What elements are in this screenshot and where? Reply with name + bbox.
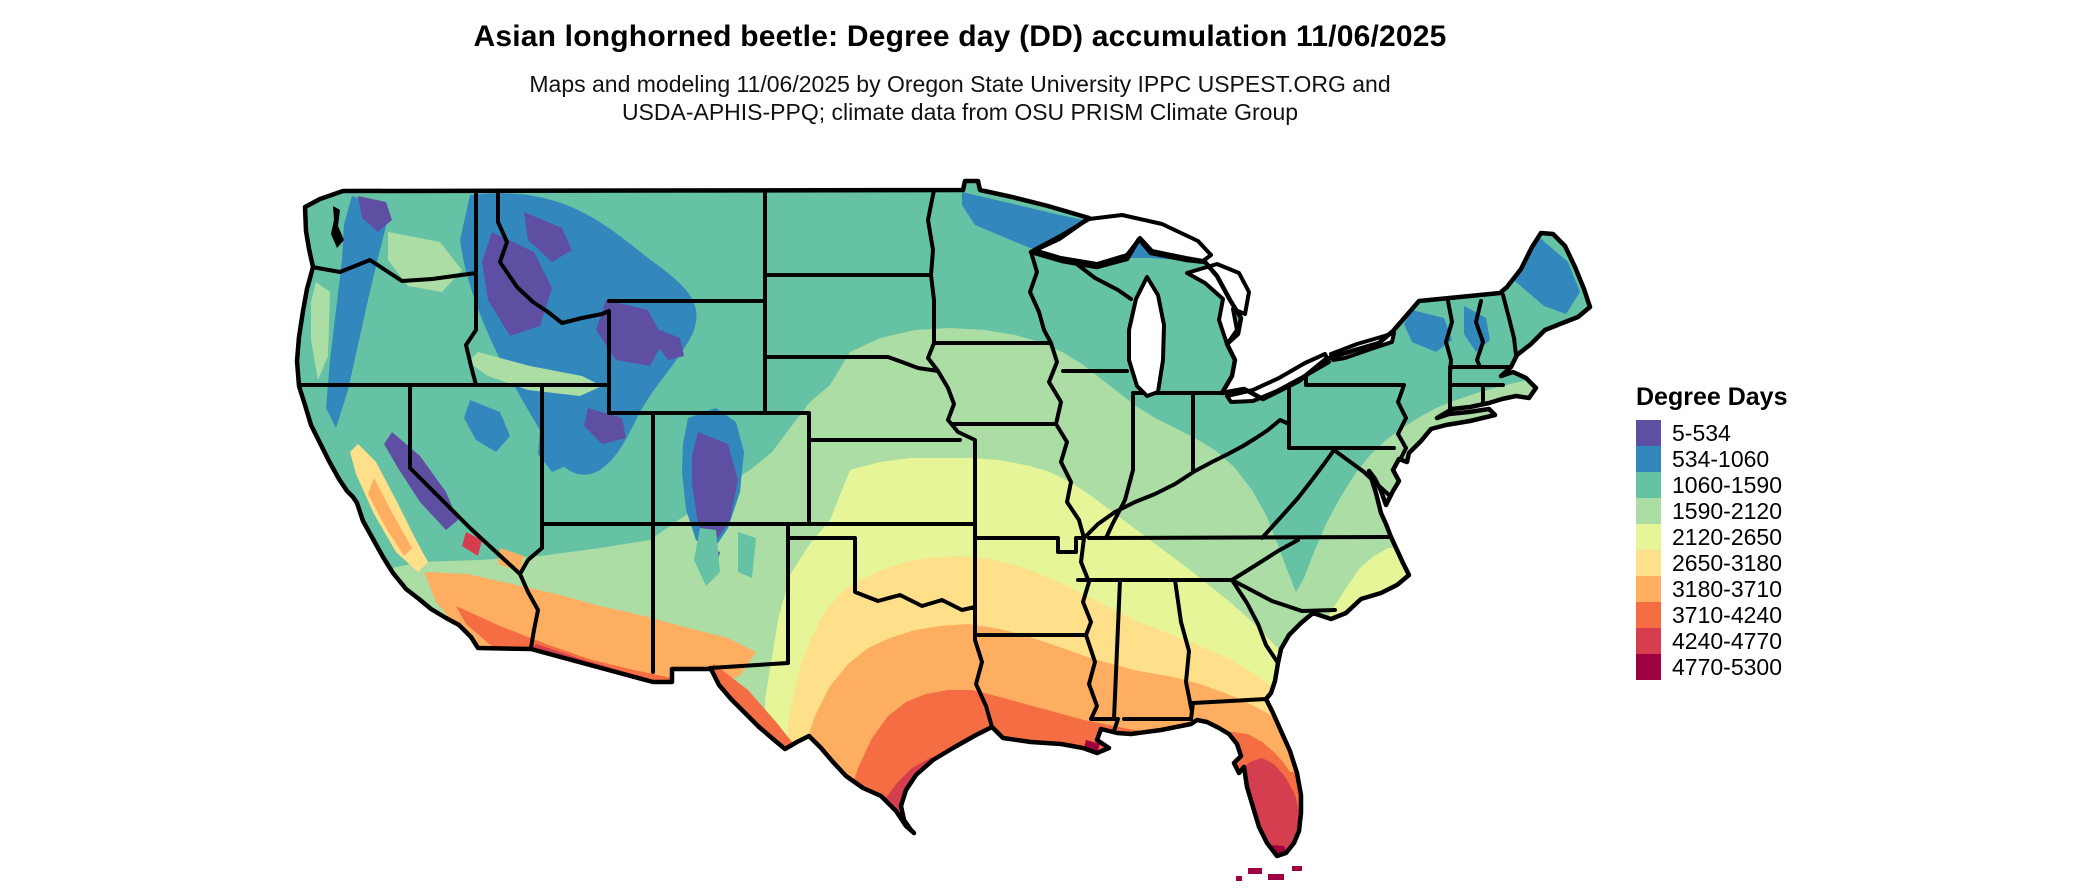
legend-label: 2120-2650 (1672, 523, 1782, 550)
legend-entry: 3710-4240 (1636, 602, 1896, 628)
legend-entry: 2650-3180 (1636, 550, 1896, 576)
legend: Degree Days 5-534 534-1060 1060-1590 1590-2… (1636, 383, 1896, 680)
lake-erie (1225, 352, 1331, 404)
lake-huron (1185, 262, 1251, 346)
legend-entries: 5-534 534-1060 1060-1590 1590-2120 2120-2650… (1636, 420, 1896, 680)
legend-swatch (1636, 472, 1661, 498)
legend-label: 4770-5300 (1672, 653, 1782, 680)
legend-swatch (1636, 498, 1661, 524)
legend-label: 3710-4240 (1672, 601, 1782, 628)
legend-swatch (1636, 628, 1661, 654)
legend-entry: 534-1060 (1636, 446, 1896, 472)
subtitle-line-1: Maps and modeling 11/06/2025 by Oregon S… (529, 71, 1391, 97)
legend-swatch (1636, 602, 1661, 628)
legend-label: 5-534 (1672, 419, 1731, 446)
legend-swatch (1636, 576, 1661, 602)
legend-swatch (1636, 524, 1661, 550)
legend-label: 3180-3710 (1672, 575, 1782, 602)
map-title: Asian longhorned beetle: Degree day (DD)… (473, 20, 1447, 53)
map-subtitle: Maps and modeling 11/06/2025 by Oregon S… (0, 70, 1920, 126)
legend-swatch (1636, 420, 1661, 446)
legend-entry: 1590-2120 (1636, 498, 1896, 524)
page-title: Asian longhorned beetle: Degree day (DD)… (0, 20, 1920, 54)
lake-michigan (1127, 275, 1166, 398)
legend-entry: 4240-4770 (1636, 628, 1896, 654)
legend-label: 4240-4770 (1672, 627, 1782, 654)
subtitle-line-2: USDA-APHIS-PPQ; climate data from OSU PR… (621, 99, 1299, 125)
florida-keys (1236, 866, 1302, 881)
puget-sound (331, 206, 344, 248)
legend-swatch (1636, 654, 1661, 680)
legend-label: 534-1060 (1672, 445, 1770, 472)
legend-label: 1590-2120 (1672, 497, 1782, 524)
legend-entry: 2120-2650 (1636, 524, 1896, 550)
legend-title: Degree Days (1636, 383, 1788, 411)
legend-entry: 3180-3710 (1636, 576, 1896, 602)
legend-swatch (1636, 446, 1661, 472)
legend-swatch (1636, 550, 1661, 576)
legend-entry: 4770-5300 (1636, 654, 1896, 680)
legend-entry: 1060-1590 (1636, 472, 1896, 498)
legend-label: 2650-3180 (1672, 549, 1782, 576)
band-4770-5300 (894, 740, 1288, 856)
legend-label: 1060-1590 (1672, 471, 1782, 498)
legend-entry: 5-534 (1636, 420, 1896, 446)
